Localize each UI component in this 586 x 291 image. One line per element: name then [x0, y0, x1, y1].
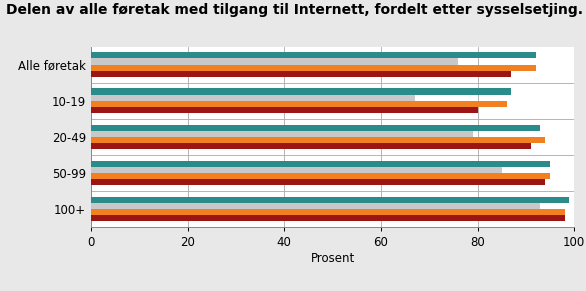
Bar	[91, 137, 546, 143]
Bar	[91, 143, 531, 149]
Bar	[91, 125, 540, 131]
Bar	[91, 101, 506, 107]
Bar	[91, 209, 565, 215]
Bar	[91, 173, 550, 179]
Bar	[91, 203, 540, 209]
Bar	[91, 58, 458, 65]
Bar	[91, 215, 565, 221]
Bar	[91, 131, 473, 137]
X-axis label: Prosent: Prosent	[311, 252, 355, 265]
Bar	[91, 52, 536, 58]
Bar	[91, 95, 415, 101]
Bar	[91, 167, 502, 173]
Bar	[91, 71, 512, 77]
Bar	[91, 179, 546, 185]
Bar	[91, 107, 478, 113]
Bar	[91, 197, 570, 203]
Bar	[91, 88, 512, 95]
Text: Delen av alle føretak med tilgang til Internett, fordelt etter sysselsetjing. 20: Delen av alle føretak med tilgang til In…	[6, 3, 586, 17]
Bar	[91, 65, 536, 71]
Legend: Danmark, Finland, Noreg, Sverige: Danmark, Finland, Noreg, Sverige	[164, 287, 501, 291]
Bar	[91, 161, 550, 167]
